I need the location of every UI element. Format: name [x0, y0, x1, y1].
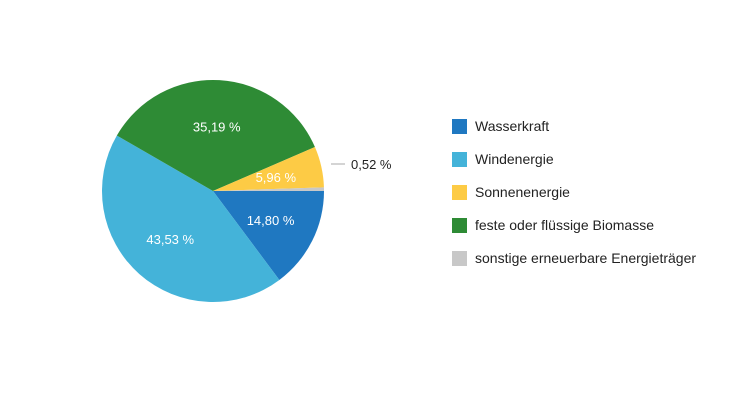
pie-slice-sonnenenergie: [213, 147, 324, 191]
legend-label-sonstige-erneuerbare-energietraeger: sonstige erneuerbare Energieträger: [475, 250, 696, 266]
slice-label-sonnenenergie: 5,96 %: [256, 170, 297, 185]
legend-item-sonnenenergie: Sonnenenergie: [452, 184, 570, 200]
legend-item-feste-oder-fluessige-biomasse: feste oder flüssige Biomasse: [452, 217, 654, 233]
legend-swatch-wasserkraft: [452, 119, 467, 134]
slice-label-wasserkraft: 14,80 %: [247, 213, 295, 228]
pie-slice-sonstige-erneuerbare-energietraeger: [213, 187, 324, 191]
legend-label-wasserkraft: Wasserkraft: [475, 118, 549, 134]
legend: Wasserkraft Windenergie Sonnenenergie feste…: [452, 118, 696, 266]
slice-label-sonstige-erneuerbare-energietraeger: 0,52 %: [351, 157, 392, 172]
legend-swatch-sonstige-erneuerbare-energietraeger: [452, 251, 467, 266]
legend-label-feste-oder-fluessige-biomasse: feste oder flüssige Biomasse: [475, 217, 654, 233]
legend-swatch-sonnenenergie: [452, 185, 467, 200]
legend-label-windenergie: Windenergie: [475, 151, 554, 167]
slice-label-windenergie: 43,53 %: [146, 232, 194, 247]
legend-swatch-windenergie: [452, 152, 467, 167]
legend-item-sonstige-erneuerbare-energietraeger: sonstige erneuerbare Energieträger: [452, 250, 696, 266]
pie-slice-windenergie: [101, 135, 280, 302]
pie-slice-feste-oder-fluessige-biomasse: [116, 80, 315, 191]
legend-item-wasserkraft: Wasserkraft: [452, 118, 549, 134]
legend-item-windenergie: Windenergie: [452, 151, 554, 167]
legend-swatch-feste-oder-fluessige-biomasse: [452, 218, 467, 233]
pie-slices: [101, 80, 324, 302]
pie-slice-wasserkraft: [213, 191, 324, 280]
slice-label-feste-oder-fluessige-biomasse: 35,19 %: [193, 120, 241, 135]
legend-label-sonnenenergie: Sonnenenergie: [475, 184, 570, 200]
pie-labels: 14,80 % 43,53 % 35,19 % 5,96 % 0,52 %: [146, 120, 392, 247]
